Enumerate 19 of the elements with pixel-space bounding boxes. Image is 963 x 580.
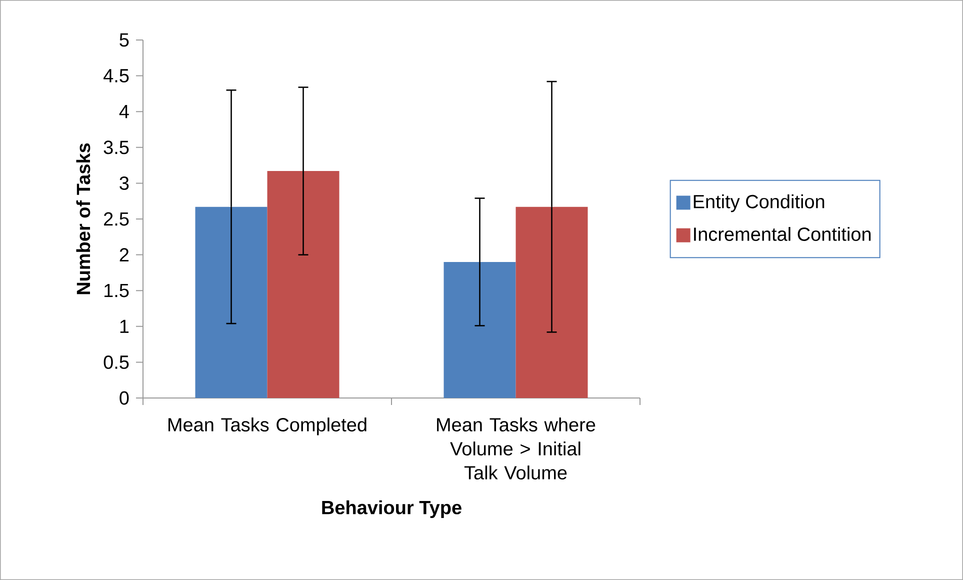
y-tick-label: 3.5 [104,140,129,154]
y-tick-label: 3 [120,176,129,190]
y-tick-label: 2.5 [104,212,129,226]
y-tick-label: 5 [120,33,129,47]
legend-label: Incremental Contition [694,226,871,241]
y-axis-title: Number of Tasks [76,143,90,294]
y-tick-label: 1 [120,320,129,333]
y-tick-label: 0 [120,391,129,405]
y-tick-label: 2 [120,248,129,262]
legend-label: Entity Condition [694,194,824,212]
bar [444,262,516,398]
bar [267,171,340,398]
y-tick-label: 4.5 [103,69,129,82]
y-tick-label: 0.5 [104,355,129,369]
x-tick-label: Mean Tasks Completed [168,418,366,436]
y-tick-label: 4 [119,105,129,118]
y-tick-label: 1.5 [104,284,129,298]
x-tick-label: Mean Tasks where Volume > Initial Talk Volume [437,418,596,480]
x-axis-title: Behaviour Type [322,500,462,518]
